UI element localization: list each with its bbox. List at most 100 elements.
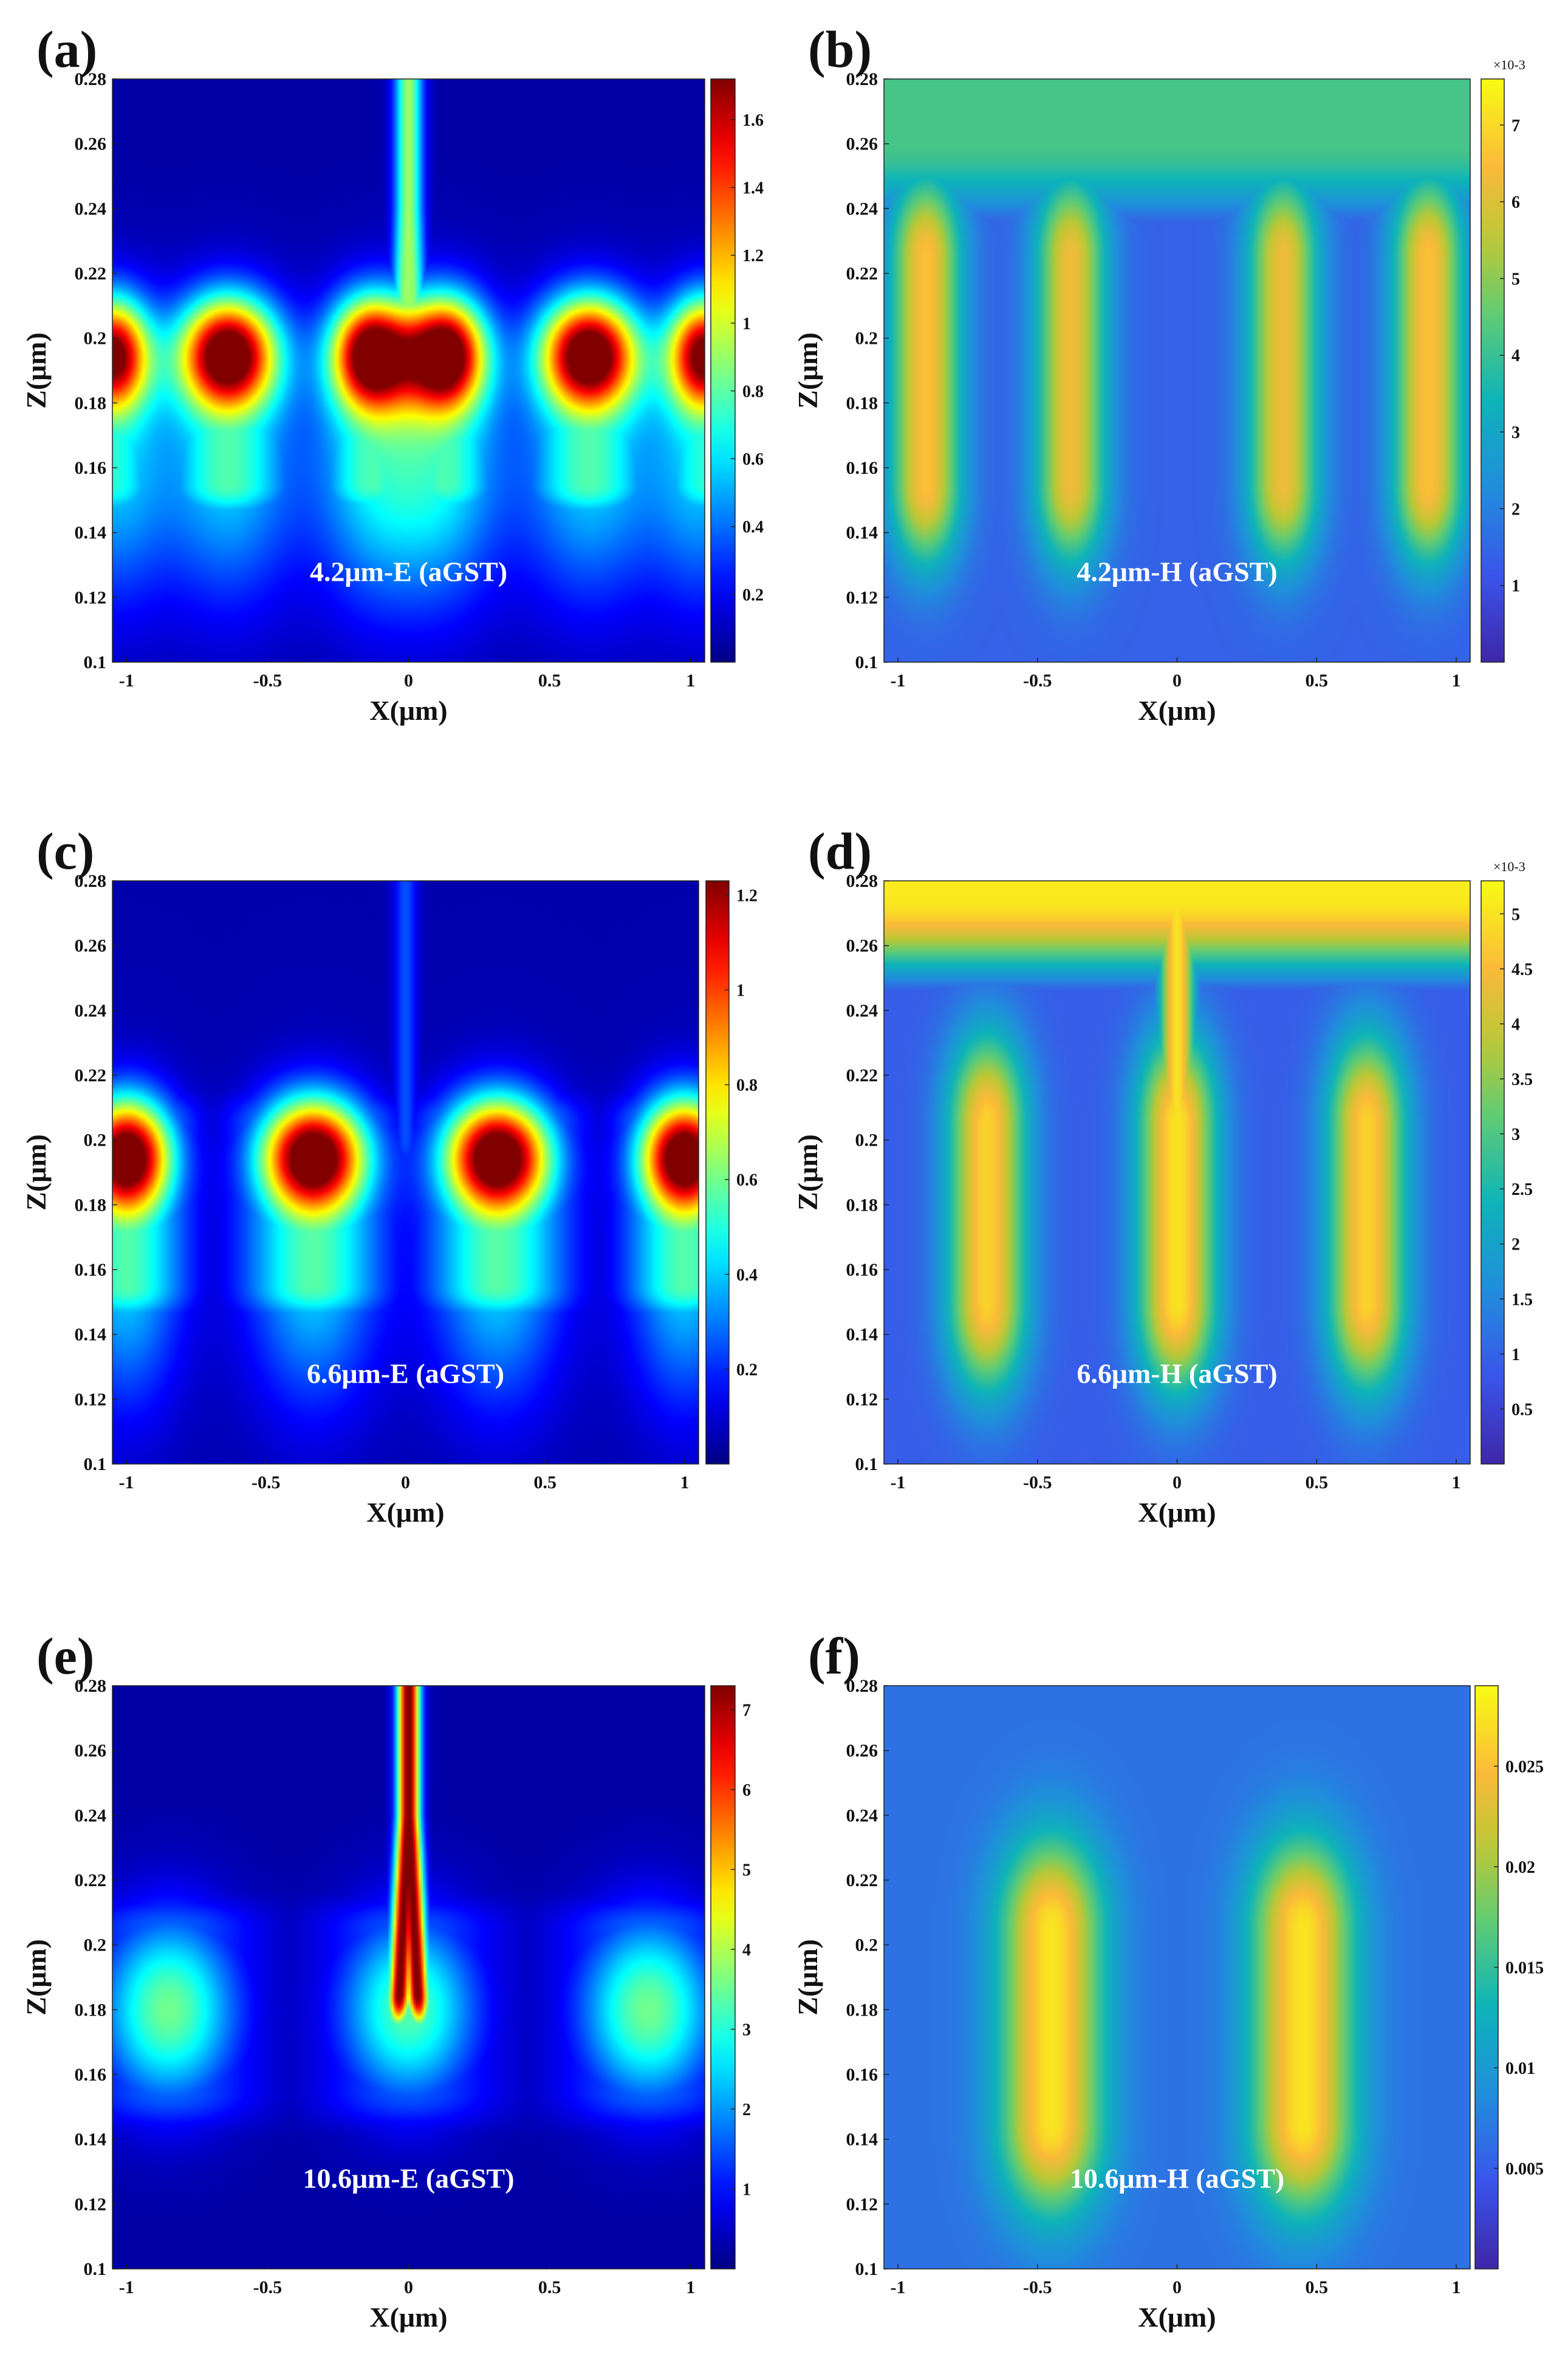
y-tick-label: 0.16 [846, 1260, 878, 1280]
colorbar-b [1481, 78, 1505, 663]
panel-f: (f) 0.1 0.12 0.14 0.16 0.18 0.2 0.22 0.24 0.26 0.2… [792, 1627, 1544, 2333]
heatmap-image-a [112, 79, 705, 662]
x-axis-label: X(μm) [369, 2302, 447, 2333]
colorbar-tick-label: 0.01 [1505, 2059, 1535, 2078]
y-tick-label: 0.24 [846, 1805, 878, 1825]
colorbar-tick-label: 0.005 [1505, 2160, 1544, 2178]
x-tick-label: -1 [119, 671, 134, 691]
y-tick-label: 0.18 [846, 393, 878, 413]
y-tick-label: 0.12 [75, 1389, 107, 1409]
colorbar-tick-label: 7 [742, 1701, 751, 1720]
colorbar-tick-label: 1.6 [742, 111, 764, 130]
y-tick-label: 0.2 [84, 1130, 107, 1151]
x-tick-label: -0.5 [1023, 1472, 1052, 1493]
x-axis-label: X(μm) [1138, 695, 1216, 726]
x-tick-label: -0.5 [1023, 671, 1052, 691]
y-tick-label: 0.18 [75, 393, 107, 413]
y-tick-label: 0.26 [846, 134, 878, 154]
y-tick-label: 0.18 [846, 1195, 878, 1215]
x-tick-label: 0.5 [1306, 2277, 1329, 2297]
heatmap-image-c [112, 881, 699, 1464]
x-tick-label: -1 [890, 2277, 905, 2297]
y-tick-label: 0.2 [855, 329, 878, 349]
y-tick-label: 0.22 [846, 1870, 878, 1890]
y-tick-label: 0.14 [75, 1325, 107, 1345]
y-tick-label: 0.22 [846, 264, 878, 284]
y-tick-label: 0.14 [75, 523, 107, 543]
colorbar-tick-label: 5 [742, 1861, 751, 1879]
panel-label-b: (b) [808, 20, 872, 78]
y-tick-label: 0.14 [846, 1325, 878, 1345]
y-tick-label: 0.14 [75, 2130, 107, 2150]
x-axis-label: X(μm) [369, 695, 447, 726]
colorbar-tick-label: 3 [742, 2020, 751, 2039]
colorbar-exponent: ×10-3 [1493, 57, 1525, 72]
y-tick-label: 0.14 [846, 2130, 878, 2150]
heatmap-image-f [884, 1686, 1470, 2269]
y-tick-label: 0.28 [846, 871, 878, 891]
colorbar-tick-label: 4 [1512, 1015, 1520, 1034]
y-tick-label: 0.24 [75, 1000, 107, 1021]
y-tick-label: 0.1 [855, 652, 878, 672]
y-tick-label: 0.1 [84, 652, 107, 672]
colorbar-tick-label: 0.5 [1512, 1400, 1533, 1419]
y-tick-label: 0.24 [846, 199, 878, 219]
colorbar-a [710, 78, 736, 663]
colorbar-tick-label: 3 [1512, 1126, 1520, 1144]
panel-label-c: (c) [36, 822, 94, 880]
x-tick-label: 0.5 [538, 2277, 561, 2297]
y-tick-label: 0.2 [855, 1130, 878, 1151]
colorbar-d [1481, 880, 1505, 1465]
x-tick-label: 0.5 [534, 1472, 557, 1493]
y-tick-label: 0.28 [75, 69, 107, 89]
heatmap-image-d [884, 881, 1470, 1464]
colorbar-tick-label: 3.5 [1512, 1070, 1533, 1089]
panel-label-a: (a) [36, 20, 97, 78]
y-tick-label: 0.28 [75, 1676, 107, 1696]
x-axis-label: X(μm) [1138, 1497, 1216, 1528]
x-axis-label: X(μm) [366, 1497, 444, 1528]
colorbar-tick-label: 1 [1512, 577, 1520, 596]
x-tick-label: 1 [686, 2277, 695, 2297]
y-axis-label: Z(μm) [21, 1939, 52, 2016]
colorbar-tick-label: 2 [1512, 500, 1520, 519]
y-tick-label: 0.2 [855, 1935, 878, 1955]
colorbar-tick-label: 5 [1512, 905, 1520, 924]
y-tick-label: 0.22 [75, 264, 107, 284]
x-tick-label: -1 [119, 2277, 134, 2297]
x-tick-label: 1 [1452, 1472, 1461, 1493]
colorbar-tick-label: 0.2 [742, 586, 764, 604]
y-tick-label: 0.18 [846, 2000, 878, 2020]
y-axis-label: Z(μm) [21, 1134, 52, 1211]
x-tick-label: 1 [686, 671, 695, 691]
y-tick-label: 0.28 [846, 1676, 878, 1696]
y-tick-label: 0.16 [846, 2065, 878, 2085]
y-tick-label: 0.14 [846, 523, 878, 543]
colorbar-tick-label: 1 [742, 315, 751, 333]
x-tick-label: 1 [680, 1472, 690, 1493]
colorbar-tick-label: 2 [1512, 1236, 1520, 1254]
field-annotation: 4.2μm-H (aGST) [1077, 556, 1277, 587]
x-tick-label: 0 [1173, 671, 1182, 691]
heatmap-image-e [112, 1686, 705, 2269]
field-annotation: 4.2μm-E (aGST) [310, 556, 507, 587]
colorbar-tick-label: 0.8 [736, 1076, 758, 1095]
field-annotation: 6.6μm-E (aGST) [307, 1358, 504, 1389]
colorbar-tick-label: 4.5 [1512, 960, 1533, 979]
y-tick-label: 0.28 [75, 871, 107, 891]
y-tick-label: 0.1 [855, 1454, 878, 1474]
y-tick-label: 0.22 [846, 1065, 878, 1086]
y-tick-label: 0.26 [846, 1741, 878, 1761]
y-tick-label: 0.22 [75, 1065, 107, 1086]
x-tick-label: 1 [1452, 2277, 1461, 2297]
colorbar-tick-label: 0.015 [1505, 1958, 1544, 1977]
y-tick-label: 0.24 [75, 1805, 107, 1825]
x-tick-label: -0.5 [253, 671, 282, 691]
colorbar-tick-label: 1 [742, 2180, 751, 2199]
x-tick-label: 0.5 [1306, 1472, 1329, 1493]
panel-c: (c) 0.1 0.12 0.14 0.16 0.18 0.2 0.22 0.24 0.26 0.2… [21, 822, 758, 1528]
y-tick-label: 0.18 [75, 1195, 107, 1215]
panel-label-e: (e) [36, 1627, 94, 1685]
x-tick-label: 0 [404, 2277, 413, 2297]
colorbar-tick-label: 1.2 [742, 247, 764, 265]
